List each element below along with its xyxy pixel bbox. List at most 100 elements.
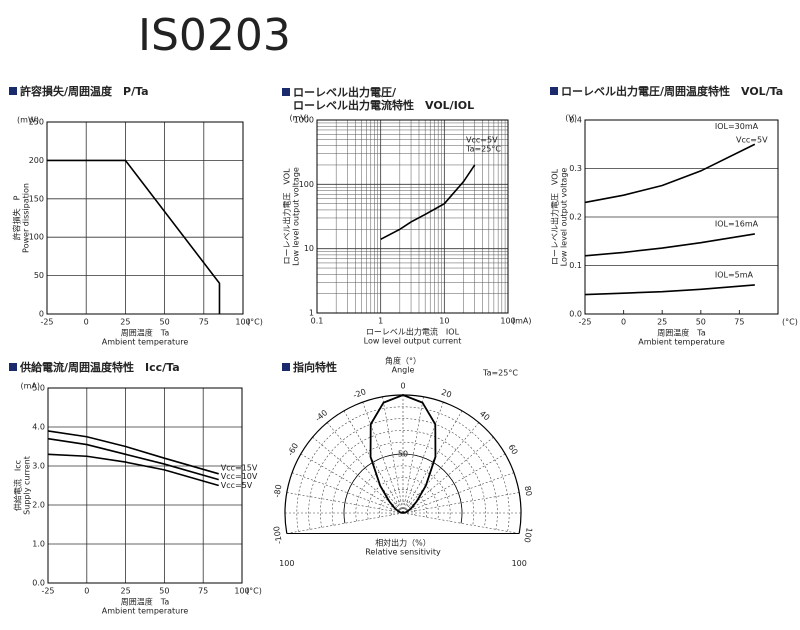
chart-title: 許容損失/周囲温度 P/Ta — [20, 84, 149, 98]
series-label: IOL=16mA — [715, 219, 759, 228]
x-tick-label: 10 — [439, 317, 449, 326]
series-label: IOL=5mA — [715, 270, 754, 279]
ring — [343, 453, 463, 524]
y-axis-label: ローレベル出力電圧 VOL — [282, 168, 292, 265]
minor-ring — [355, 465, 451, 522]
minor-ring — [296, 406, 510, 532]
angle-tick-label: 20 — [440, 388, 453, 400]
angle-tick-label: -100 — [272, 525, 284, 544]
x-tick-label: 100 — [235, 318, 250, 327]
minor-ring — [320, 430, 486, 528]
x-tick-label: 25 — [121, 587, 131, 596]
chart-title: ローレベル出力電圧/ — [293, 85, 397, 99]
series-line — [584, 284, 755, 296]
series-line — [380, 164, 476, 240]
series-line — [47, 453, 219, 487]
x-tick-label: 1 — [378, 317, 383, 326]
x-unit: (°C) — [782, 318, 798, 327]
x-tick-label: 100 — [500, 317, 515, 326]
plot-frame — [47, 387, 243, 584]
series-label: Vcc=15V — [221, 463, 258, 472]
x-tick-label: 75 — [734, 318, 744, 327]
y-tick-label: 0.4 — [569, 116, 582, 125]
angle-label: 角度（°） — [385, 356, 421, 366]
directivity-curve — [369, 394, 437, 514]
angle-tick-label: 0 — [400, 382, 405, 391]
minor-ring — [379, 489, 427, 518]
angle-tick-label: -20 — [352, 387, 367, 400]
x-unit: (mA) — [512, 317, 532, 326]
chart-title: 指向特性 — [293, 360, 337, 374]
chart-title: ローレベル出力電圧/周囲温度特性 VOL/Ta — [561, 84, 783, 98]
annotation: Ta=25°C — [465, 145, 501, 154]
series-line — [584, 233, 755, 257]
y-tick-label: 200 — [29, 156, 44, 165]
page-title: IS0203 — [138, 10, 291, 61]
title-square — [282, 88, 290, 96]
y-tick-label: 0.2 — [569, 213, 582, 222]
x-axis-label: Low level output current — [364, 337, 462, 346]
x-axis-label: Ambient temperature — [638, 338, 725, 347]
series-label: IOL=30mA — [715, 122, 759, 131]
y-tick-label: 5.0 — [32, 384, 45, 393]
plot-frame — [46, 121, 244, 315]
x-tick-label: 100 — [234, 587, 249, 596]
y-axis-label: 許容損失 P — [12, 195, 22, 240]
x-tick-label: 25 — [120, 318, 130, 327]
x-tick-label: -25 — [40, 318, 53, 327]
x-axis-label: 周囲温度 Ta — [121, 597, 170, 607]
x-axis-label: 周囲温度 Ta — [121, 328, 170, 338]
y-tick-label: 100 — [299, 180, 314, 189]
x-axis-label: Ambient temperature — [102, 338, 189, 347]
x-tick-label: 0 — [621, 318, 626, 327]
x-tick-label: 50 — [160, 318, 170, 327]
x-tick-label: 0 — [84, 587, 89, 596]
annotation: Ta=25°C — [482, 369, 518, 378]
y-axis-label: Supply current — [23, 456, 32, 515]
x-axis-label: Ambient temperature — [102, 607, 189, 616]
angle-label: Angle — [392, 366, 415, 375]
angle-tick-label: 80 — [523, 485, 534, 497]
series-label: Vcc=5V — [221, 481, 253, 490]
angle-tick-label: 40 — [478, 409, 492, 422]
series-label: Vcc=10V — [221, 472, 258, 481]
y-axis-label: Low level output voltage — [560, 168, 569, 267]
title-square — [9, 363, 17, 371]
series-line — [47, 159, 221, 314]
angle-tick-label: -80 — [272, 484, 283, 498]
minor-ring — [308, 418, 498, 530]
r-tick-label: 100 — [279, 559, 294, 568]
plot-frame — [316, 119, 509, 314]
minor-ring — [331, 441, 475, 526]
y-axis-label: Low level output voltage — [292, 167, 301, 266]
title-square — [9, 87, 17, 95]
series-line — [47, 437, 219, 481]
plot-frame — [584, 119, 779, 315]
y-tick-label: 150 — [29, 194, 44, 203]
y-axis-label: 供給電流 Icc — [13, 460, 23, 511]
x-tick-label: 0.1 — [311, 317, 324, 326]
x-tick-label: -25 — [578, 318, 591, 327]
chart-title: 供給電流/周囲温度特性 Icc/Ta — [19, 360, 180, 374]
r-label: Relative sensitivity — [365, 548, 441, 557]
y-tick-label: 250 — [29, 118, 44, 127]
x-axis-label: 周囲温度 Ta — [657, 328, 706, 338]
angle-tick-label: 100 — [522, 527, 534, 544]
y-tick-label: 0.3 — [569, 164, 582, 173]
y-tick-label: 50 — [34, 271, 44, 280]
annotation: Vcc=5V — [466, 136, 498, 145]
spoke — [286, 512, 404, 534]
chart-title: ローレベル出力電流特性 VOL/IOL — [293, 98, 474, 112]
y-tick-label: 1.0 — [32, 540, 45, 549]
angle-tick-label: 60 — [507, 443, 520, 456]
x-tick-label: 25 — [657, 318, 667, 327]
series-line — [47, 430, 219, 475]
x-tick-label: 75 — [198, 587, 208, 596]
y-unit: (mW) — [17, 116, 39, 125]
y-tick-label: 0.0 — [569, 310, 582, 319]
y-tick-label: 0.1 — [569, 261, 582, 270]
x-tick-label: 50 — [696, 318, 706, 327]
x-tick-label: 50 — [159, 587, 169, 596]
r-tick-label: 100 — [512, 559, 527, 568]
series-line — [584, 143, 756, 204]
